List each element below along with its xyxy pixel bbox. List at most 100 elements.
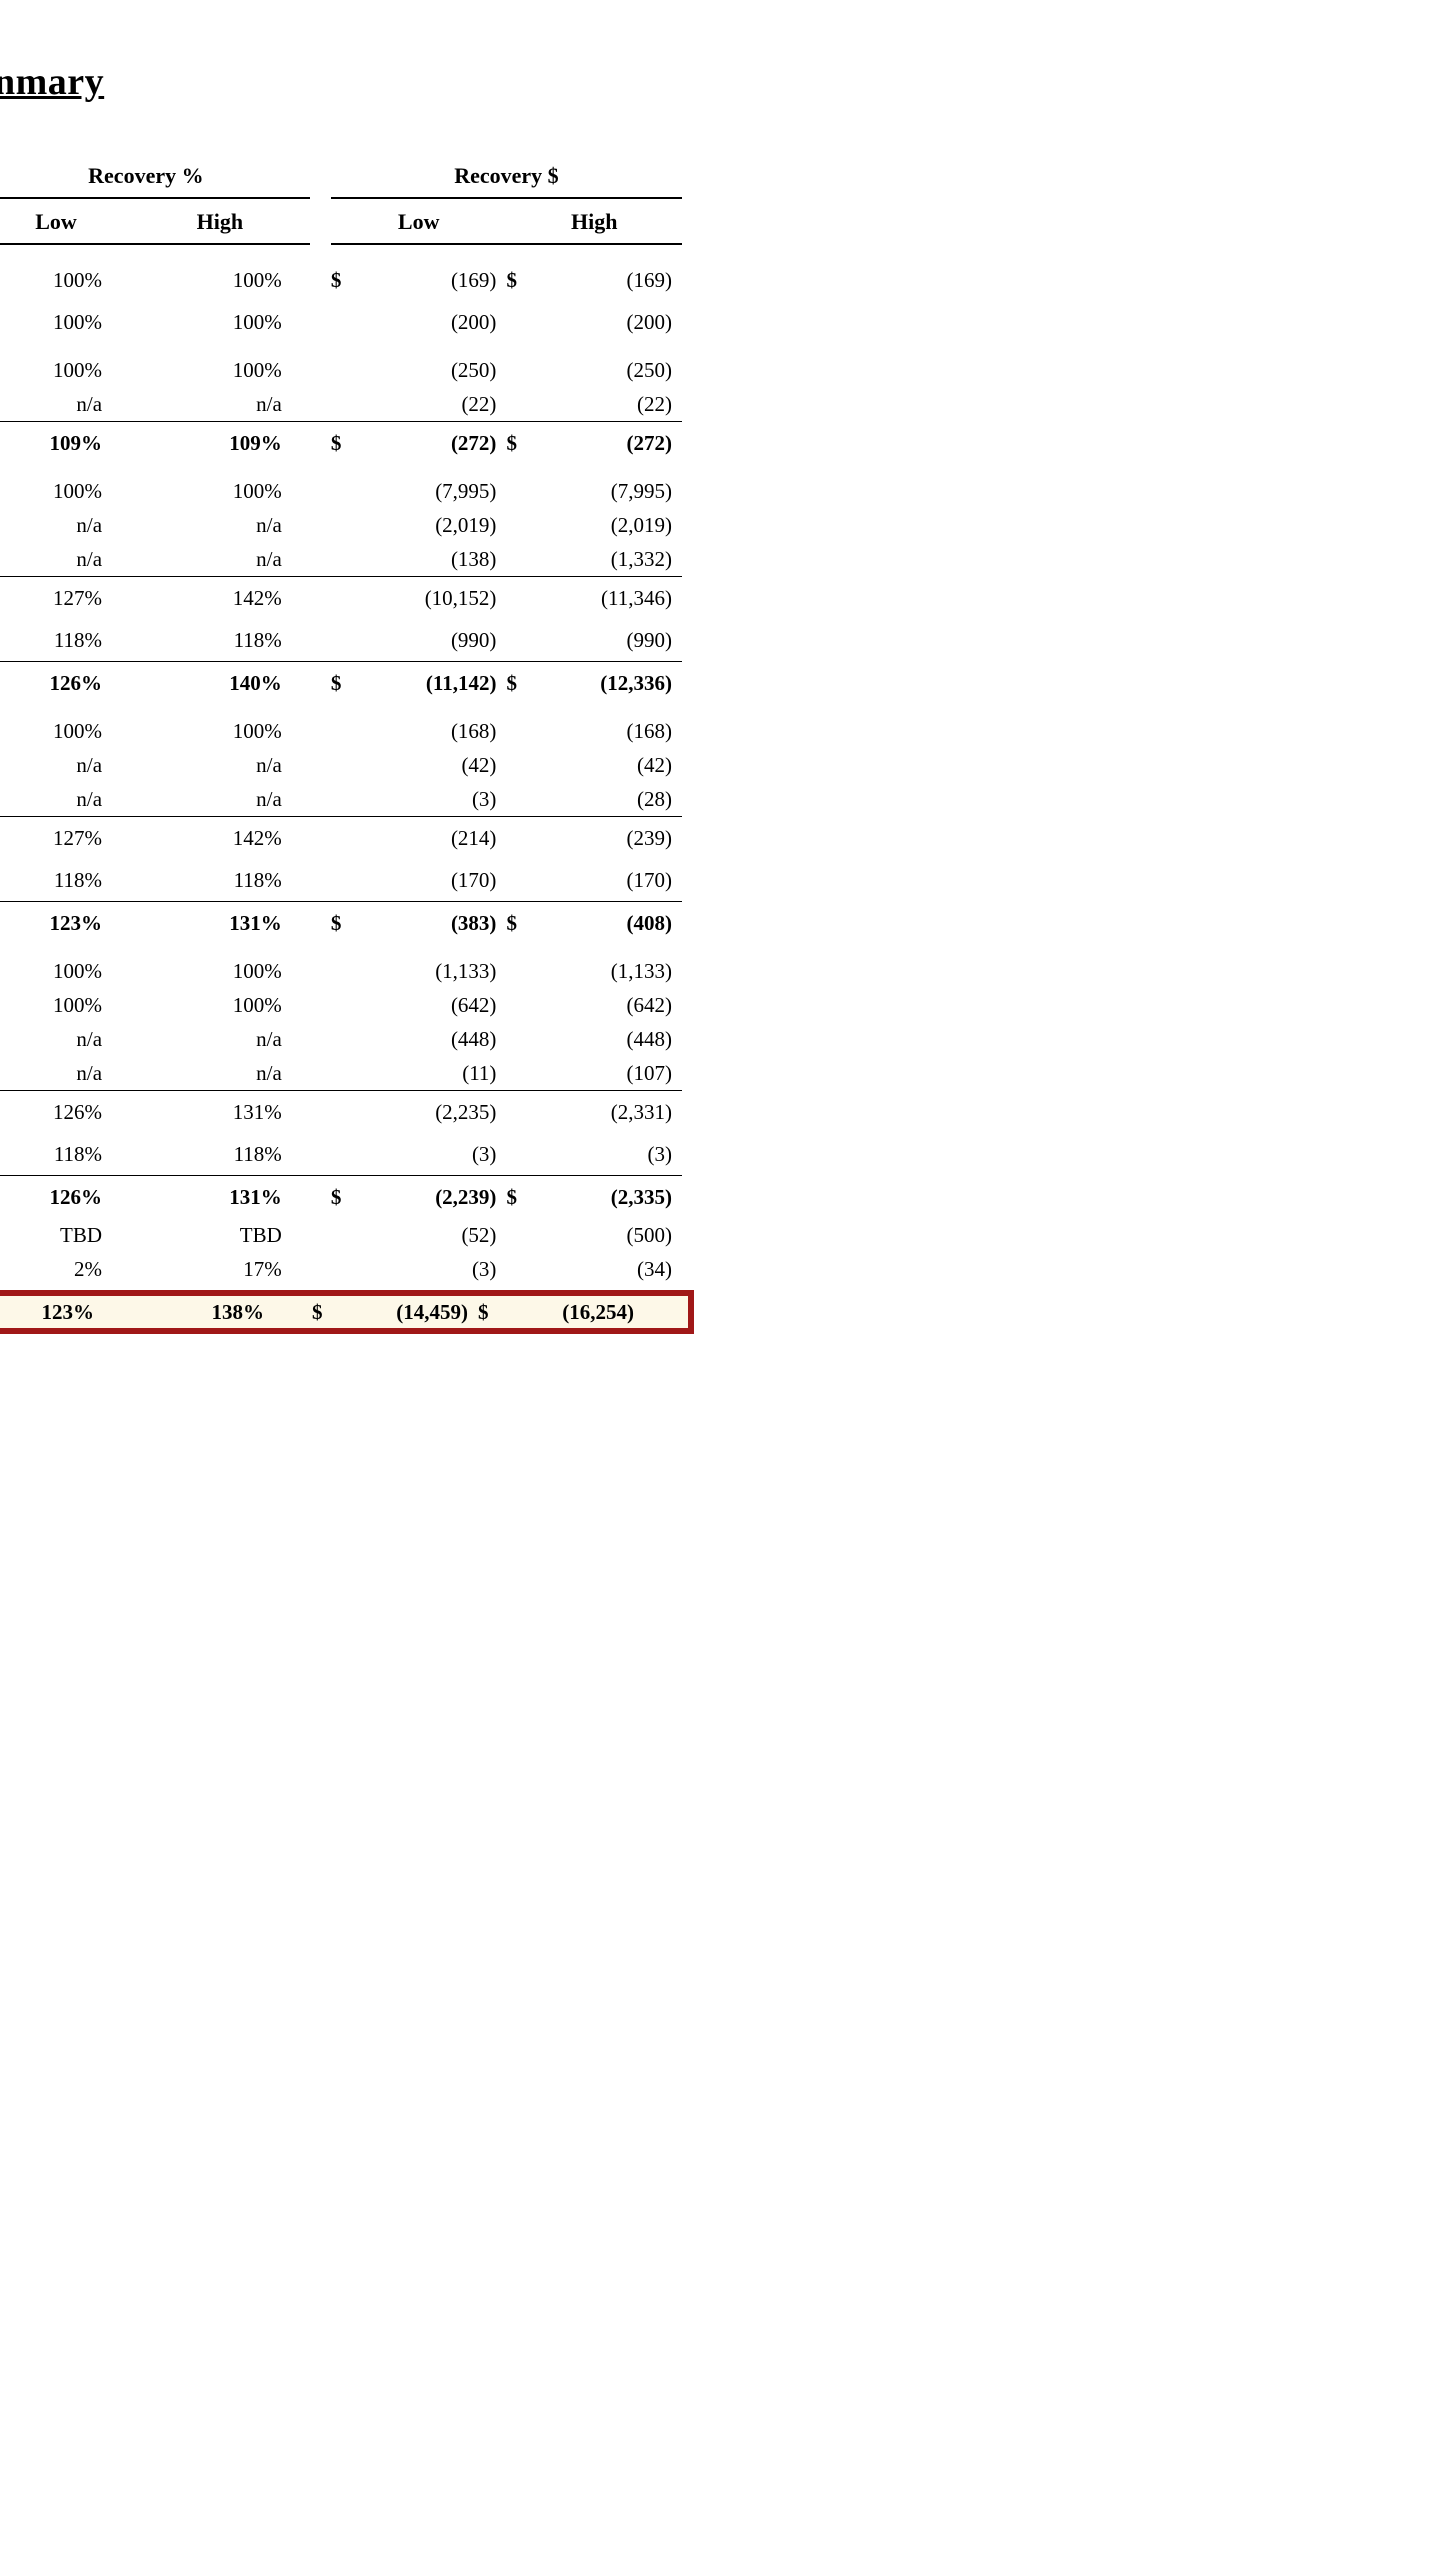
- cell-amt-low: (1,133): [358, 944, 506, 988]
- cell-pct-high: 118%: [130, 619, 310, 662]
- cell-amt-high: (168): [534, 704, 682, 748]
- cell-sym-low: [331, 944, 358, 988]
- cell-sym-high: $: [506, 902, 533, 945]
- cell-sym-low: [331, 859, 358, 902]
- cell-amt-low: (2,239): [358, 1176, 506, 1219]
- cell-pct-low: 126%: [0, 1176, 130, 1219]
- cell-sym-high: [506, 859, 533, 902]
- cell-sym-high: $: [506, 422, 533, 465]
- page-title: nmary: [0, 60, 768, 104]
- table-row: n/an/a(11)(107): [0, 1056, 682, 1091]
- cell-pct-high: 100%: [130, 464, 310, 508]
- cell-pct-low: 123%: [0, 902, 130, 945]
- cell-sym-high: [506, 1022, 533, 1056]
- cell-sym-high: [506, 1091, 533, 1134]
- subheader-amt-low: Low: [331, 198, 507, 244]
- subheader-pct-high: High: [130, 198, 310, 244]
- cell-sym-low: [331, 782, 358, 817]
- cell-pct-low: 100%: [0, 464, 130, 508]
- cell-sym-low: [331, 704, 358, 748]
- cell-pct-low: n/a: [0, 1022, 130, 1056]
- recovery-table: Recovery % Recovery $ Low High Low High …: [0, 159, 682, 1286]
- total-sym-low: $: [312, 1300, 338, 1325]
- cell-amt-low: (383): [358, 902, 506, 945]
- cell-sym-low: [331, 1056, 358, 1091]
- cell-amt-low: (3): [358, 782, 506, 817]
- cell-sym-high: [506, 619, 533, 662]
- cell-sym-low: $: [331, 259, 358, 301]
- cell-pct-high: TBD: [130, 1218, 310, 1252]
- cell-sym-high: $: [506, 259, 533, 301]
- cell-amt-high: (22): [534, 387, 682, 422]
- subheader-pct-low: Low: [0, 198, 130, 244]
- cell-sym-low: [331, 353, 358, 387]
- cell-sym-low: [331, 387, 358, 422]
- table-row: n/an/a(22)(22): [0, 387, 682, 422]
- cell-pct-low: n/a: [0, 508, 130, 542]
- cell-amt-low: (169): [358, 259, 506, 301]
- cell-pct-high: 118%: [130, 859, 310, 902]
- cell-amt-low: (168): [358, 704, 506, 748]
- cell-sym-low: [331, 1218, 358, 1252]
- cell-pct-low: 100%: [0, 259, 130, 301]
- cell-sym-low: [331, 1022, 358, 1056]
- cell-amt-high: (408): [534, 902, 682, 945]
- cell-sym-high: [506, 464, 533, 508]
- cell-sym-high: [506, 748, 533, 782]
- subheader-amt-high: High: [506, 198, 682, 244]
- cell-pct-low: 127%: [0, 817, 130, 860]
- table-row: 126%131%(2,235)(2,331): [0, 1091, 682, 1134]
- cell-sym-low: [331, 464, 358, 508]
- table-row: 126%140%$(11,142)$(12,336): [0, 662, 682, 705]
- cell-pct-high: 142%: [130, 577, 310, 620]
- cell-amt-low: (200): [358, 301, 506, 353]
- table-row: 123%131%$(383)$(408): [0, 902, 682, 945]
- cell-sym-low: $: [331, 902, 358, 945]
- cell-pct-low: 100%: [0, 301, 130, 353]
- cell-amt-low: (7,995): [358, 464, 506, 508]
- cell-sym-low: [331, 1252, 358, 1286]
- cell-sym-high: [506, 508, 533, 542]
- cell-amt-low: (42): [358, 748, 506, 782]
- table-row: 126%131%$(2,239)$(2,335): [0, 1176, 682, 1219]
- cell-pct-high: n/a: [130, 1022, 310, 1056]
- cell-pct-high: n/a: [130, 748, 310, 782]
- cell-amt-low: (2,235): [358, 1091, 506, 1134]
- cell-amt-high: (2,019): [534, 508, 682, 542]
- cell-amt-low: (3): [358, 1133, 506, 1176]
- cell-sym-low: [331, 748, 358, 782]
- table-row: 127%142%(214)(239): [0, 817, 682, 860]
- total-sym-high: $: [478, 1300, 504, 1325]
- table-row: 100%100% (200) (200): [0, 301, 682, 353]
- cell-sym-high: [506, 542, 533, 577]
- cell-amt-high: (239): [534, 817, 682, 860]
- cell-amt-low: (272): [358, 422, 506, 465]
- cell-pct-low: 118%: [0, 1133, 130, 1176]
- table-row: n/an/a(138)(1,332): [0, 542, 682, 577]
- cell-amt-low: (52): [358, 1218, 506, 1252]
- table-row: 100%100%(1,133)(1,133): [0, 944, 682, 988]
- total-amt-high: (16,254): [504, 1300, 644, 1325]
- header-recovery-pct: Recovery %: [0, 159, 310, 198]
- cell-pct-high: n/a: [130, 782, 310, 817]
- cell-pct-high: 100%: [130, 301, 310, 353]
- cell-sym-high: [506, 353, 533, 387]
- total-pct-high: 138%: [122, 1300, 292, 1325]
- cell-sym-low: [331, 1091, 358, 1134]
- table-row: 118%118%(170)(170): [0, 859, 682, 902]
- cell-pct-high: 140%: [130, 662, 310, 705]
- cell-amt-high: (107): [534, 1056, 682, 1091]
- header-recovery-amt: Recovery $: [331, 159, 682, 198]
- table-row: n/an/a(448)(448): [0, 1022, 682, 1056]
- cell-amt-low: (250): [358, 353, 506, 387]
- cell-amt-low: (11,142): [358, 662, 506, 705]
- cell-pct-low: 100%: [0, 988, 130, 1022]
- cell-amt-high: (42): [534, 748, 682, 782]
- total-amt-low: (14,459): [338, 1300, 478, 1325]
- cell-sym-low: [331, 817, 358, 860]
- cell-sym-low: [331, 542, 358, 577]
- cell-pct-low: TBD: [0, 1218, 130, 1252]
- cell-amt-high: (200): [534, 301, 682, 353]
- cell-amt-high: (11,346): [534, 577, 682, 620]
- cell-amt-high: (169): [534, 259, 682, 301]
